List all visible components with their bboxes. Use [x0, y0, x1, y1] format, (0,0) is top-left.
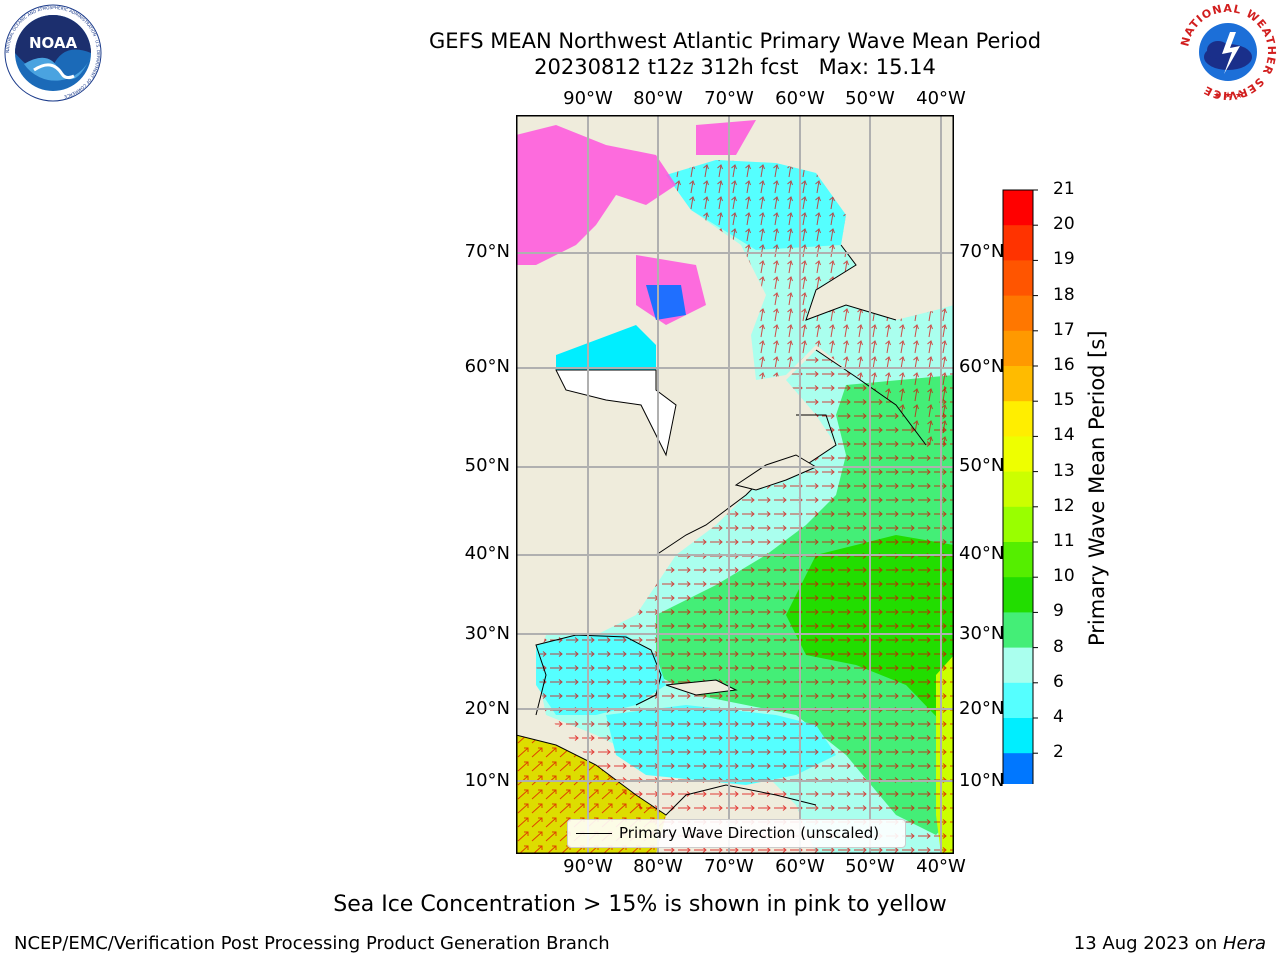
- lat-tick-left-20n: 20°N: [464, 698, 510, 719]
- colorbar-frame: [1002, 189, 1034, 784]
- cuba: [665, 679, 738, 696]
- lon-tick-bottom-50w: 50°W: [845, 856, 895, 877]
- lat-tick-right-50n: 50°N: [959, 455, 1005, 476]
- colorbar-tick-label: 14: [1053, 425, 1075, 446]
- colorbar-tick-label: 9: [1053, 601, 1064, 622]
- colorbar-segment: [1003, 647, 1033, 684]
- colorbar-segment: [1003, 577, 1033, 613]
- map-legend: Primary Wave Direction (unscaled): [567, 819, 906, 848]
- lon-tick-bottom-90w: 90°W: [563, 856, 613, 877]
- colorbar-tick-label: 17: [1053, 319, 1075, 340]
- colorbar-tick-label: 13: [1053, 460, 1075, 481]
- lat-tick-left-10n: 10°N: [464, 770, 510, 791]
- lat-tick-right-20n: 20°N: [959, 698, 1005, 719]
- colorbar-segment: [1003, 682, 1033, 719]
- lon-tick-top-60w: 60°W: [775, 88, 825, 109]
- colorbar-segment: [1003, 330, 1033, 367]
- foxe-basin-blue: [646, 285, 686, 320]
- colorbar-segment: [1003, 366, 1033, 402]
- colorbar-tick-label: 4: [1053, 707, 1064, 727]
- colorbar-tick-label: 11: [1053, 531, 1075, 551]
- lat-tick-left-40n: 40°N: [464, 543, 510, 564]
- colorbar-title: Primary Wave Mean Period [s]: [1085, 330, 1109, 646]
- colorbar-tick-label: 2: [1053, 742, 1064, 763]
- colorbar-tick-label: 21: [1053, 179, 1075, 199]
- lat-tick-right-30n: 30°N: [959, 623, 1005, 644]
- colorbar-segment: [1003, 612, 1033, 649]
- colorbar-tick-label: 20: [1053, 214, 1075, 235]
- colorbar-tick-label: 8: [1053, 636, 1064, 657]
- colorbar-tick-label: 10: [1053, 566, 1075, 587]
- lon-tick-bottom-70w: 70°W: [704, 856, 754, 877]
- legend-line-sample: [576, 833, 612, 834]
- colorbar-segment: [1003, 401, 1033, 437]
- noaa-logo-text: NOAA: [29, 34, 78, 52]
- colorbar-tick-label: 6: [1053, 671, 1064, 692]
- lat-tick-left-30n: 30°N: [464, 623, 510, 644]
- lon-tick-top-90w: 90°W: [563, 88, 613, 109]
- lat-tick-left-60n: 60°N: [464, 356, 510, 377]
- sea-ice-north: [696, 120, 756, 155]
- sea-ice-note: Sea Ice Concentration > 15% is shown in …: [333, 892, 947, 917]
- footer-machine: Hera: [1222, 933, 1266, 954]
- colorbar-segment: [1003, 718, 1033, 754]
- lat-tick-right-70n: 70°N: [959, 241, 1005, 262]
- title-line-2: 20230812 t12z 312h fcst Max: 15.14: [534, 55, 936, 79]
- lat-tick-left-70n: 70°N: [464, 241, 510, 262]
- coastline-newfoundland: [815, 349, 927, 446]
- colorbar-segment: [1003, 542, 1033, 578]
- footer-date-text: 13 Aug 2023 on: [1073, 933, 1223, 954]
- lat-tick-right-10n: 10°N: [959, 770, 1005, 791]
- colorbar-segment: [1003, 190, 1033, 226]
- sea-ice-arctic: [516, 125, 676, 265]
- lon-tick-bottom-80w: 80°W: [633, 856, 683, 877]
- noaa-logo: NOAA NATIONAL OCEANIC AND ATMOSPHERIC AD…: [4, 4, 102, 102]
- colorbar-segment: [1003, 260, 1033, 297]
- hudson-bay: [556, 325, 656, 370]
- footer-credit: NCEP/EMC/Verification Post Processing Pr…: [14, 933, 610, 954]
- map-frame: [516, 115, 954, 854]
- chart-title: GEFS MEAN Northwest Atlantic Primary Wav…: [0, 28, 1280, 80]
- colorbar-segment: [1003, 436, 1033, 473]
- lat-tick-right-40n: 40°N: [959, 543, 1005, 564]
- legend-label: Primary Wave Direction (unscaled): [619, 824, 880, 842]
- colorbar-tick-label: 18: [1053, 284, 1075, 305]
- lat-tick-right-60n: 60°N: [959, 356, 1005, 377]
- map-panel: [516, 115, 954, 854]
- footer-date: 13 Aug 2023 on Hera: [1074, 933, 1266, 954]
- lon-tick-top-80w: 80°W: [633, 88, 683, 109]
- lon-tick-top-50w: 50°W: [845, 88, 895, 109]
- svg-text:★ ★ ★: ★ ★ ★: [1213, 91, 1243, 101]
- lon-tick-top-40w: 40°W: [916, 88, 966, 109]
- nws-logo: NATIONAL WEATHER SERVICE ★ ★ ★: [1178, 2, 1277, 102]
- unmasked-land: [555, 369, 677, 457]
- lon-tick-bottom-60w: 60°W: [775, 856, 825, 877]
- coastline-south-america: [516, 734, 817, 816]
- map-gridlines: [516, 115, 954, 854]
- colorbar-tick-label: 19: [1053, 249, 1075, 270]
- colorbar-segment: [1003, 225, 1033, 261]
- colorbar-segment: [1003, 753, 1033, 784]
- colorbar-tick-label: 16: [1053, 355, 1075, 375]
- colorbar: [1002, 189, 1038, 784]
- colorbar-tick-label: 12: [1053, 495, 1075, 516]
- lat-tick-left-50n: 50°N: [464, 455, 510, 476]
- colorbar-segment: [1003, 471, 1033, 508]
- coastline-greenland: [805, 244, 897, 321]
- colorbar-segment: [1003, 506, 1033, 543]
- title-line-1: GEFS MEAN Northwest Atlantic Primary Wav…: [428, 29, 1042, 53]
- lon-tick-top-70w: 70°W: [704, 88, 754, 109]
- lon-tick-bottom-40w: 40°W: [916, 856, 966, 877]
- colorbar-segment: [1003, 295, 1033, 332]
- colorbar-tick-label: 15: [1053, 390, 1075, 411]
